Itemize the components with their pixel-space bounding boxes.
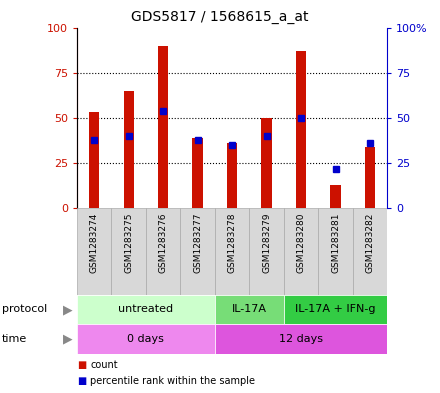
Bar	[111, 208, 146, 295]
Text: GSM1283282: GSM1283282	[366, 213, 374, 273]
Bar	[77, 324, 215, 354]
Text: ▶: ▶	[63, 332, 73, 345]
Text: ▶: ▶	[63, 303, 73, 316]
Bar	[215, 208, 249, 295]
Text: ■: ■	[77, 376, 86, 386]
Bar	[215, 324, 387, 354]
Bar	[77, 295, 215, 324]
Bar	[330, 185, 341, 208]
Bar	[365, 147, 375, 208]
Bar	[249, 208, 284, 295]
Text: GDS5817 / 1568615_a_at: GDS5817 / 1568615_a_at	[131, 10, 309, 24]
Bar	[261, 118, 272, 208]
Text: 12 days: 12 days	[279, 334, 323, 344]
Bar	[180, 208, 215, 295]
Text: GSM1283274: GSM1283274	[90, 213, 99, 273]
Text: GSM1283279: GSM1283279	[262, 213, 271, 273]
Bar	[158, 46, 169, 208]
Bar	[353, 208, 387, 295]
Bar	[89, 112, 99, 208]
Bar	[284, 208, 318, 295]
Bar	[146, 208, 180, 295]
Text: GSM1283276: GSM1283276	[159, 213, 168, 273]
Text: GSM1283275: GSM1283275	[124, 213, 133, 273]
Text: ■: ■	[77, 360, 86, 370]
Bar	[227, 143, 237, 208]
Bar	[296, 51, 306, 208]
Text: GSM1283277: GSM1283277	[193, 213, 202, 273]
Text: GSM1283278: GSM1283278	[227, 213, 237, 273]
Text: time: time	[2, 334, 27, 344]
Text: untreated: untreated	[118, 305, 173, 314]
Text: count: count	[90, 360, 118, 370]
Bar	[215, 295, 284, 324]
Bar	[124, 91, 134, 208]
Text: protocol: protocol	[2, 305, 48, 314]
Text: IL-17A: IL-17A	[232, 305, 267, 314]
Bar	[192, 138, 203, 208]
Bar	[318, 208, 353, 295]
Text: 0 days: 0 days	[128, 334, 165, 344]
Text: GSM1283280: GSM1283280	[297, 213, 305, 273]
Text: IL-17A + IFN-g: IL-17A + IFN-g	[295, 305, 376, 314]
Bar	[77, 208, 111, 295]
Text: GSM1283281: GSM1283281	[331, 213, 340, 273]
Bar	[284, 295, 387, 324]
Text: percentile rank within the sample: percentile rank within the sample	[90, 376, 255, 386]
